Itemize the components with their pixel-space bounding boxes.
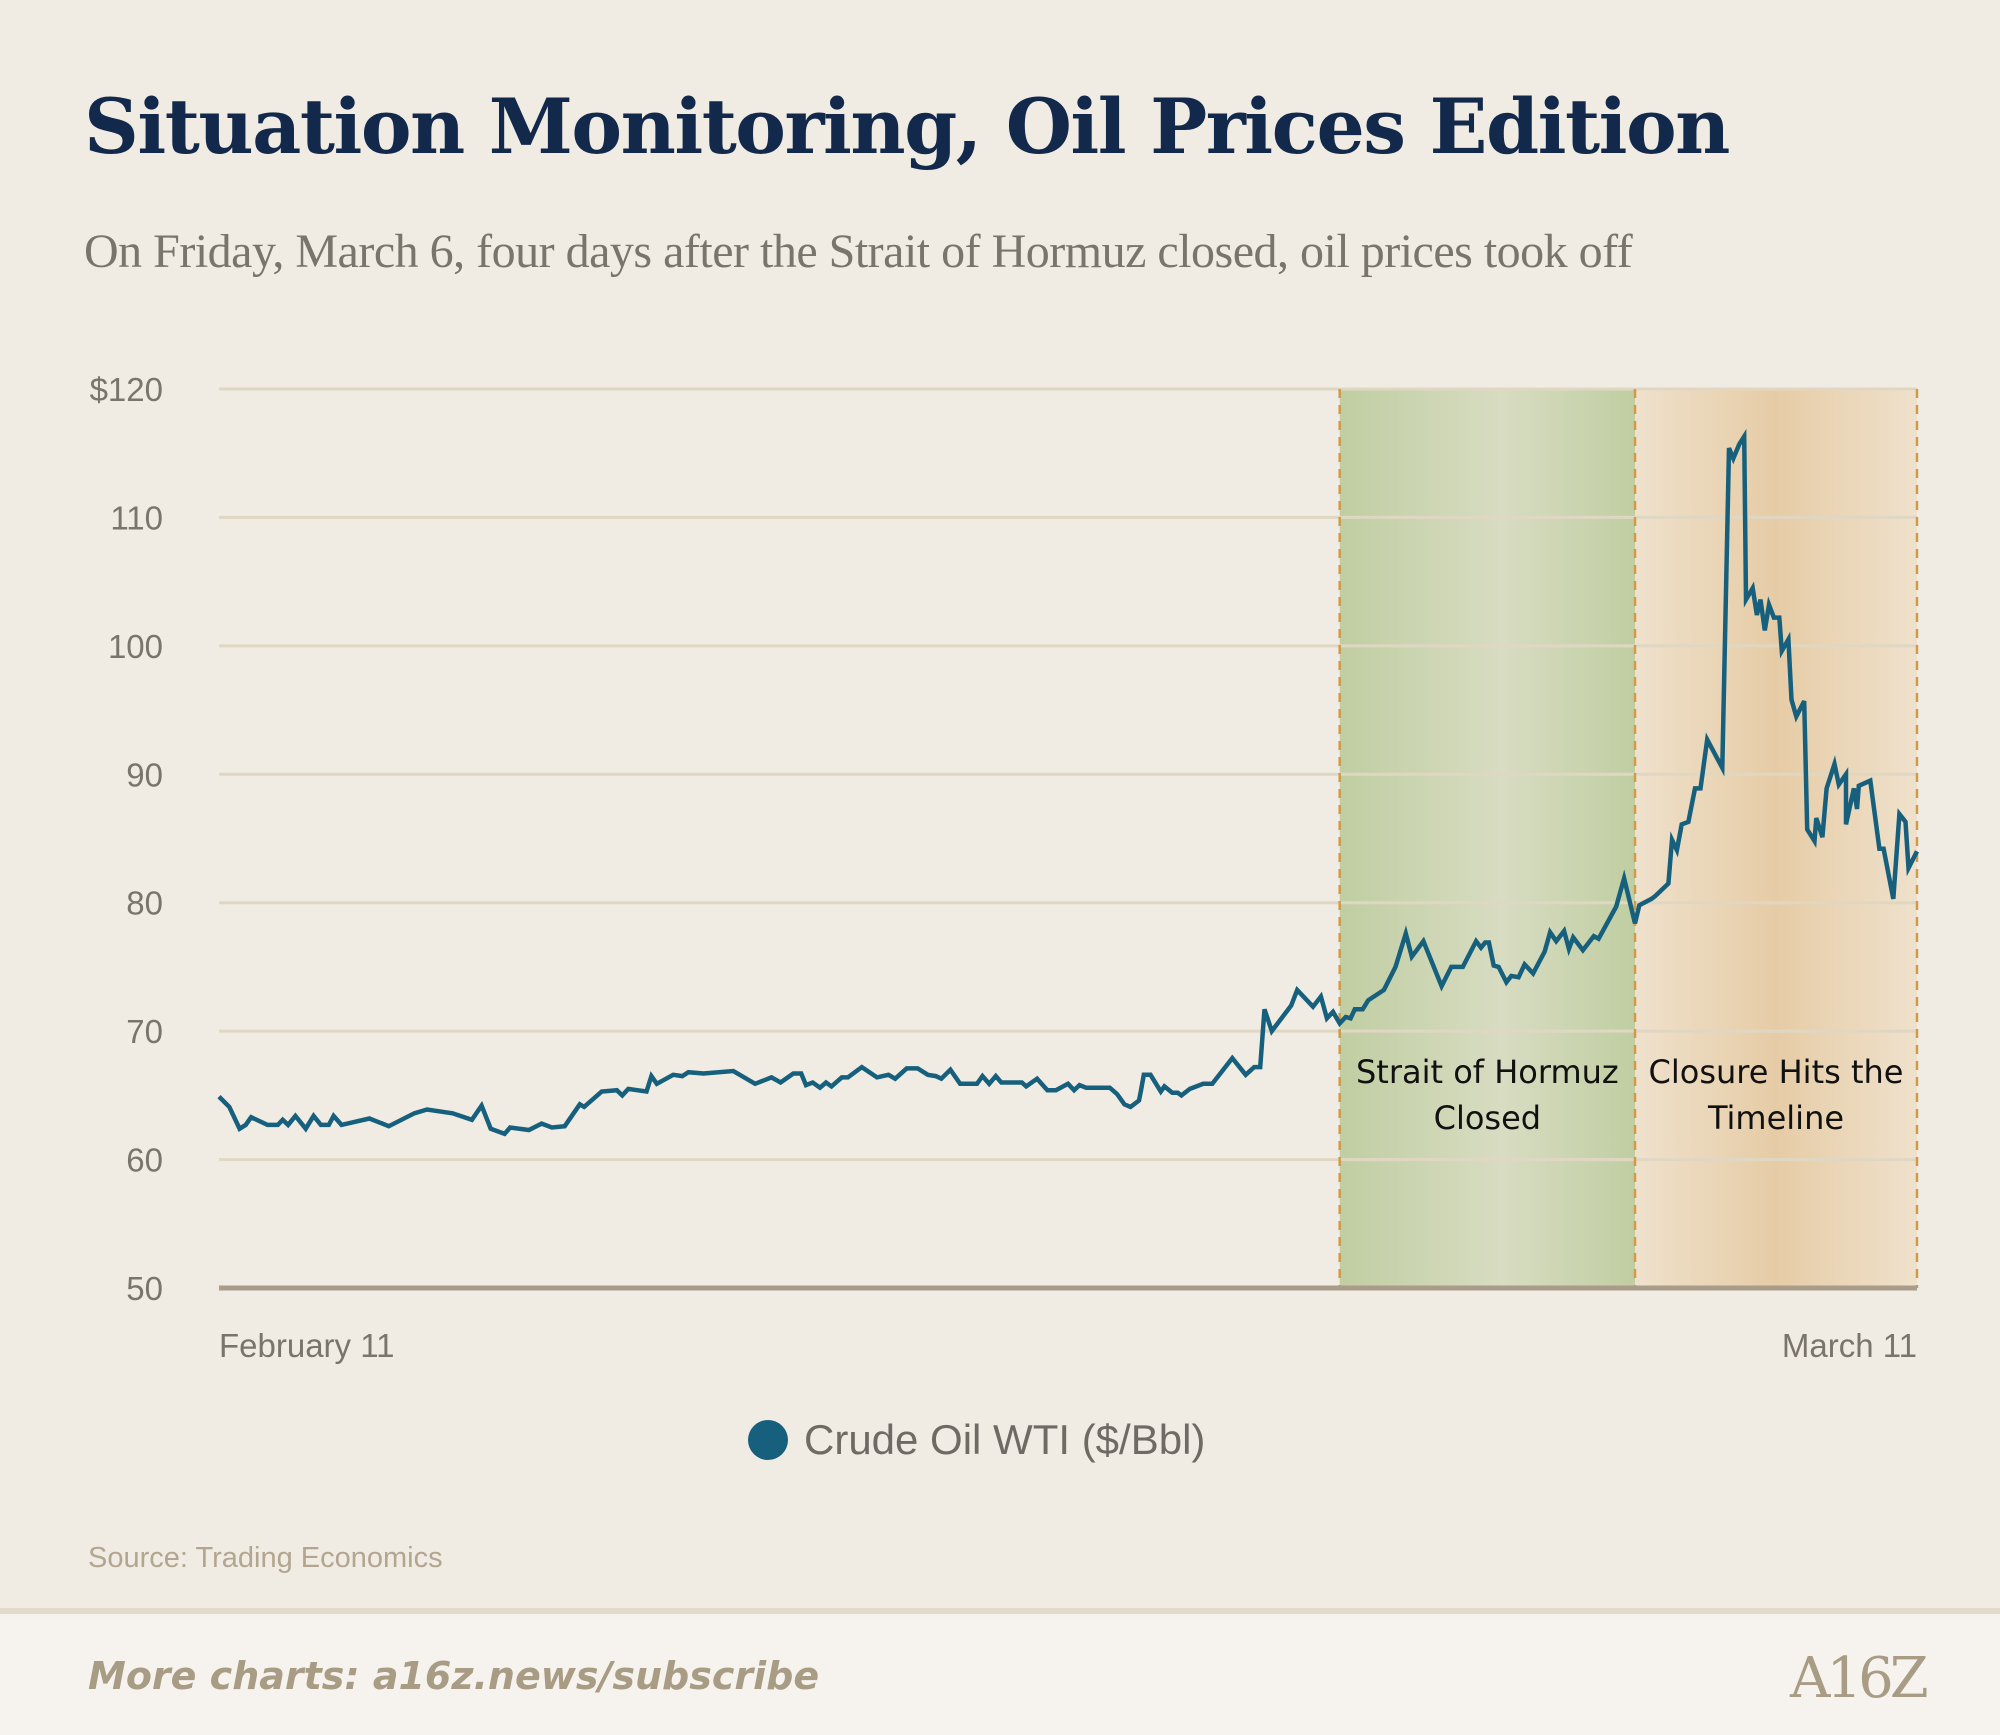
y-tick-label: 70 (126, 1013, 163, 1050)
y-tick-label: 100 (108, 628, 163, 665)
y-tick-label: 60 (126, 1142, 163, 1179)
x-tick-label: March 11 (1782, 1327, 1917, 1364)
annotation-label: Closure Hits the (1649, 1053, 1904, 1091)
legend-swatch (748, 1420, 788, 1460)
annotation-band (1339, 389, 1636, 1288)
annotation-label: Timeline (1707, 1099, 1844, 1137)
subscribe-link[interactable]: More charts: a16z.news/subscribe (88, 1654, 820, 1698)
annotation-band (1635, 389, 1917, 1288)
legend: Crude Oil WTI ($/Bbl) (748, 1416, 1205, 1464)
chart-subtitle: On Friday, March 6, four days after the … (84, 225, 1633, 278)
y-tick-label: 80 (126, 885, 163, 922)
footer: More charts: a16z.news/subscribe A16Z (0, 1608, 2000, 1735)
y-tick-label: 90 (126, 756, 163, 793)
chart-title: Situation Monitoring, Oil Prices Edition (84, 82, 1730, 171)
y-tick-label: $120 (90, 371, 163, 408)
annotation-label: Closed (1434, 1099, 1541, 1137)
legend-label: Crude Oil WTI ($/Bbl) (804, 1416, 1206, 1463)
annotation-label: Strait of Hormuz (1356, 1053, 1619, 1091)
source-note: Source: Trading Economics (88, 1542, 443, 1574)
series-line-crude-oil-wti (217, 428, 1920, 1137)
y-tick-label: 110 (110, 499, 163, 536)
a16z-logo: A16Z (1790, 1646, 1929, 1711)
x-tick-label: February 11 (219, 1327, 394, 1364)
y-tick-label: 50 (126, 1270, 163, 1307)
